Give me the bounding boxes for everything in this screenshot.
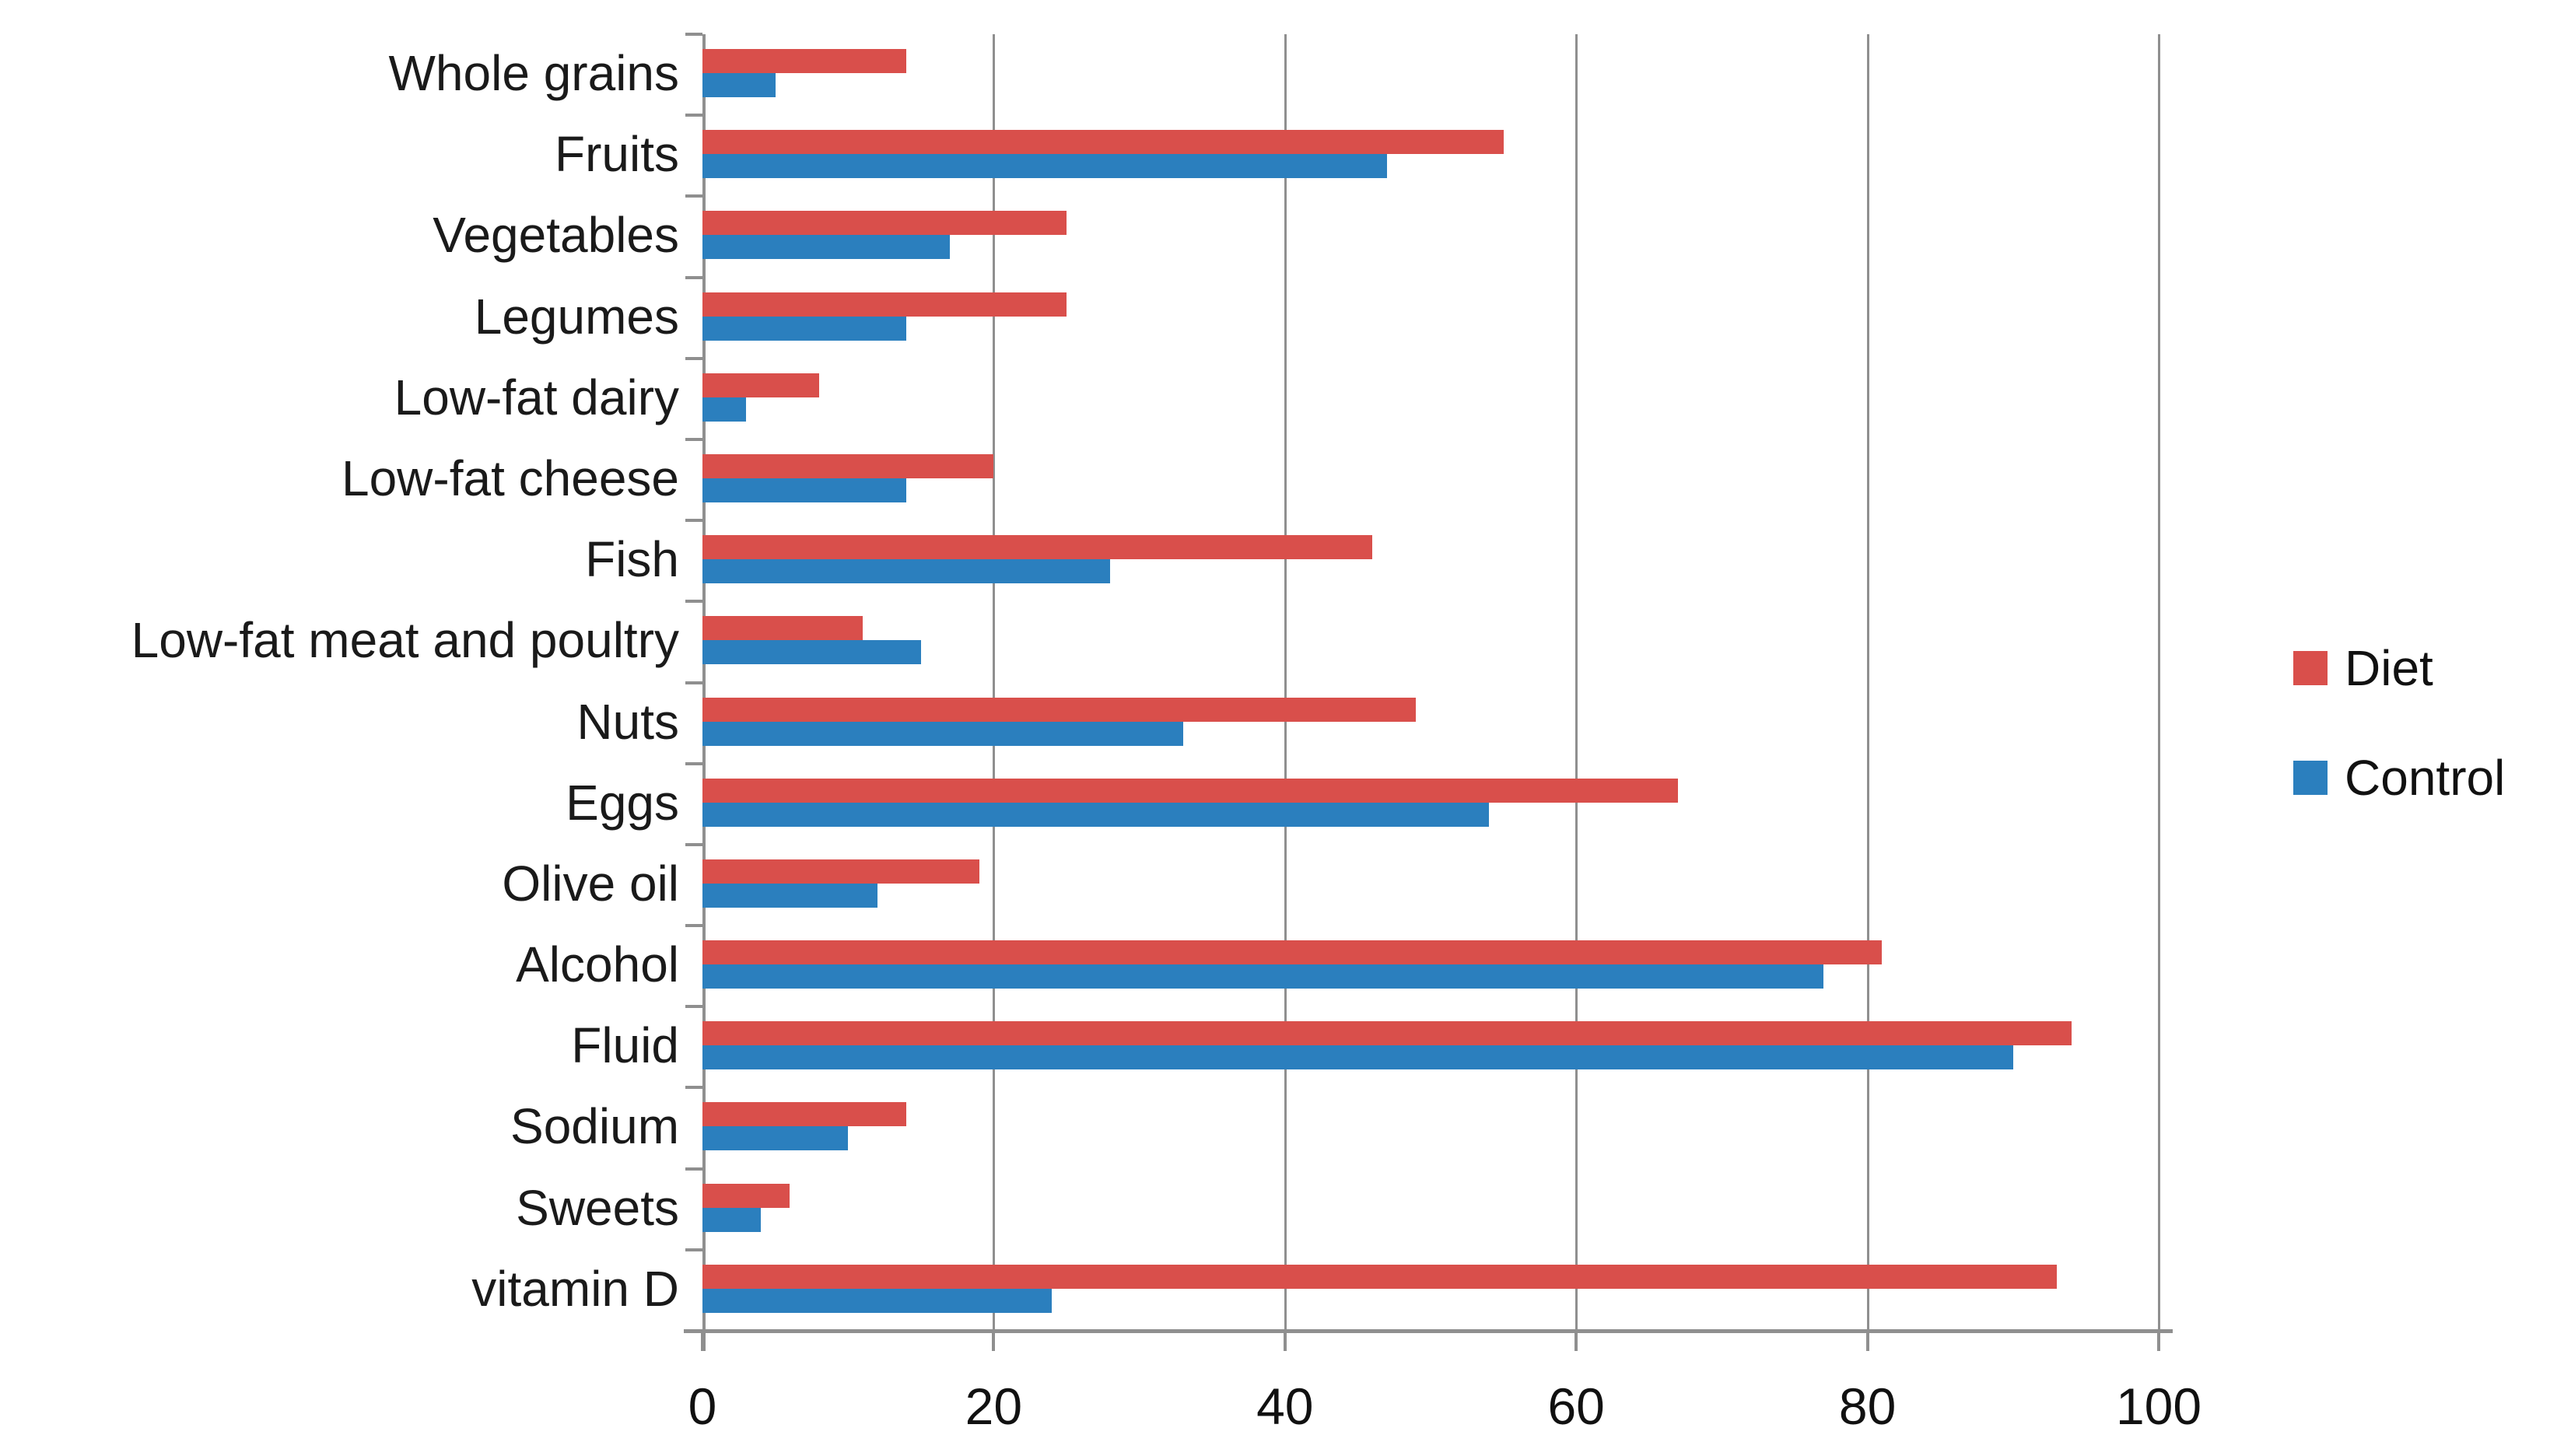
category-label-eggs: Eggs (566, 774, 679, 831)
legend-label-control: Control (2345, 750, 2506, 806)
x-axis-line (684, 1329, 2173, 1333)
y-axis-tick-12 (685, 1005, 702, 1009)
plot-area (702, 34, 2160, 1331)
y-axis-tick-13 (685, 1086, 702, 1090)
bar-control-whole-grains (702, 73, 776, 97)
y-axis-tick-10 (685, 842, 702, 846)
y-axis-tick-1 (685, 114, 702, 117)
y-axis-tick-9 (685, 761, 702, 765)
x-axis-tick-60 (1574, 1331, 1578, 1351)
x-axis-tick-80 (1865, 1331, 1869, 1351)
gridline-40 (1284, 34, 1287, 1331)
bar-control-fruits (702, 154, 1387, 179)
bar-diet-olive-oil (702, 859, 979, 884)
x-tick-label-40: 40 (1256, 1377, 1314, 1435)
x-axis-tick-20 (992, 1331, 996, 1351)
bar-control-fish (702, 559, 1110, 584)
bar-diet-low-fat-cheese (702, 453, 993, 478)
category-label-whole-grains: Whole grains (388, 45, 680, 101)
bar-control-low-fat-meat-and-poultry (702, 640, 921, 665)
bar-diet-low-fat-dairy (702, 373, 819, 397)
bar-diet-fruits (702, 130, 1504, 155)
y-axis-tick-11 (685, 924, 702, 928)
x-tick-label-60: 60 (1547, 1377, 1605, 1435)
y-axis-tick-7 (685, 600, 702, 604)
x-axis-tick-40 (1283, 1331, 1287, 1351)
bar-control-olive-oil (702, 883, 877, 908)
y-axis-tick-8 (685, 681, 702, 684)
y-axis-tick-14 (685, 1167, 702, 1171)
legend-swatch-control (2293, 761, 2328, 795)
bar-control-fluid (702, 1045, 2013, 1070)
category-label-low-fat-meat-and-poultry: Low-fat meat and poultry (131, 612, 679, 669)
category-label-alcohol: Alcohol (516, 936, 679, 993)
x-axis-tick-100 (2157, 1331, 2160, 1351)
bar-diet-alcohol (702, 940, 1882, 965)
category-label-vegetables: Vegetables (433, 207, 679, 264)
bar-control-sweets (702, 1207, 761, 1232)
x-tick-label-20: 20 (965, 1377, 1023, 1435)
bar-control-sodium (702, 1126, 848, 1151)
legend-item-control: Control (2293, 753, 2505, 803)
bar-diet-vegetables (702, 211, 1067, 236)
bar-control-nuts (702, 721, 1183, 746)
bar-diet-nuts (702, 697, 1416, 722)
bar-control-low-fat-cheese (702, 478, 906, 502)
bar-control-alcohol (702, 964, 1823, 989)
bar-control-legumes (702, 316, 906, 341)
legend-label-diet: Diet (2345, 640, 2433, 696)
category-label-low-fat-dairy: Low-fat dairy (394, 369, 679, 425)
x-tick-label-80: 80 (1838, 1377, 1897, 1435)
category-label-vitamin-d: vitamin D (471, 1260, 679, 1317)
category-label-sweets: Sweets (516, 1179, 679, 1236)
bar-control-low-fat-dairy (702, 397, 746, 422)
bar-diet-vitamin-d (702, 1264, 2057, 1289)
y-axis-tick-6 (685, 519, 702, 523)
bar-diet-eggs (702, 778, 1678, 803)
x-tick-label-100: 100 (2115, 1377, 2202, 1435)
category-label-low-fat-cheese: Low-fat cheese (341, 450, 679, 506)
gridline-100 (2158, 34, 2160, 1331)
y-axis-tick-3 (685, 275, 702, 279)
bar-diet-low-fat-meat-and-poultry (702, 616, 863, 641)
x-tick-label-0: 0 (688, 1377, 717, 1435)
bar-diet-fish (702, 535, 1372, 560)
y-axis-tick-2 (685, 194, 702, 198)
bar-diet-sweets (702, 1183, 790, 1208)
category-label-legumes: Legumes (474, 288, 679, 345)
category-label-fruits: Fruits (555, 126, 679, 183)
y-axis-line (702, 34, 706, 1351)
y-axis-tick-16 (685, 1329, 702, 1333)
bar-diet-fluid (702, 1021, 2072, 1046)
bar-diet-sodium (702, 1102, 906, 1127)
gridline-20 (993, 34, 996, 1331)
bar-control-vitamin-d (702, 1288, 1052, 1313)
y-axis-tick-15 (685, 1248, 702, 1251)
legend-swatch-diet (2293, 651, 2328, 685)
legend-item-diet: Diet (2293, 643, 2505, 693)
gridline-80 (1866, 34, 1869, 1331)
bar-diet-whole-grains (702, 49, 906, 73)
bar-control-vegetables (702, 235, 950, 260)
category-label-sodium: Sodium (510, 1098, 679, 1155)
category-label-fish: Fish (585, 531, 679, 588)
x-axis-tick-0 (701, 1331, 704, 1351)
category-label-olive-oil: Olive oil (502, 855, 679, 912)
y-axis-tick-0 (685, 33, 702, 36)
category-label-nuts: Nuts (576, 693, 679, 750)
gridline-60 (1575, 34, 1578, 1331)
y-axis-tick-4 (685, 356, 702, 360)
legend: Diet Control (2293, 643, 2505, 870)
bar-diet-legumes (702, 292, 1067, 317)
category-label-fluid: Fluid (571, 1017, 679, 1074)
y-axis-tick-5 (685, 437, 702, 441)
bar-control-eggs (702, 802, 1489, 827)
